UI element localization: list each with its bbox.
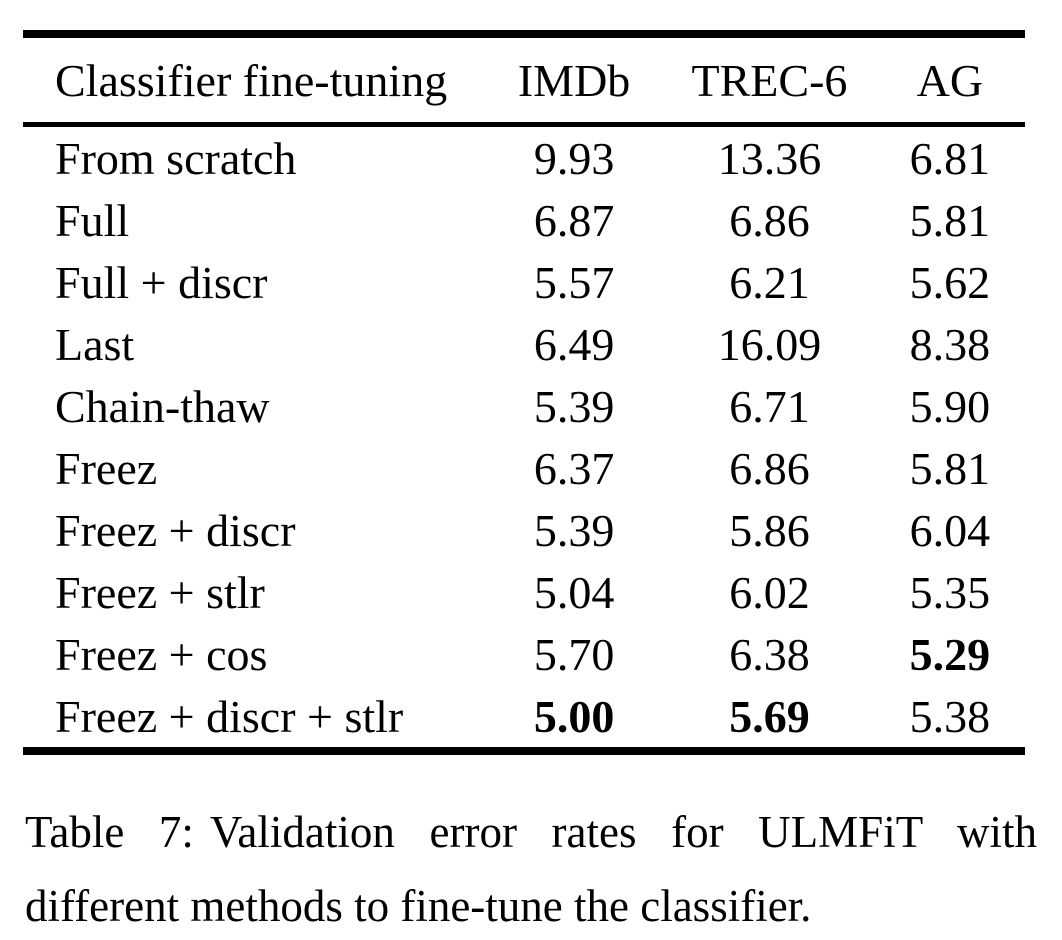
cell-value: 5.69: [729, 690, 810, 742]
column-header-imdb: IMDb: [483, 34, 665, 127]
cell-value: 8.38: [909, 318, 991, 370]
caption-text: Validation error rates for ULMFiT with d…: [25, 807, 1037, 931]
row-label: Freez + discr + stlr: [55, 690, 404, 742]
table-row: From scratch 9.93 13.36 6.81: [23, 125, 1025, 190]
cell-value: 6.87: [533, 194, 615, 246]
results-table: Classifier fine-tuning IMDb TREC-6 AG Fr…: [23, 30, 1025, 755]
row-label: Freez + stlr: [55, 566, 265, 618]
cell-value: 5.62: [909, 256, 991, 308]
cell-value: 5.81: [909, 442, 991, 494]
table-caption: Table 7: Validation error rates for ULMFi…: [25, 795, 1037, 940]
caption-label: Table 7:: [25, 807, 194, 857]
cell-value: 6.21: [729, 256, 810, 308]
cell-value: 16.09: [717, 318, 822, 370]
cell-value: 5.04: [533, 566, 615, 618]
cell-value: 9.93: [533, 132, 615, 184]
table-row: Last 6.49 16.09 8.38: [23, 313, 1025, 375]
cell-value: 6.38: [729, 628, 810, 680]
cell-value: 5.57: [533, 256, 615, 308]
cell-value: 6.71: [729, 380, 810, 432]
row-label: Full + discr: [55, 256, 268, 308]
cell-value: 6.86: [729, 442, 810, 494]
table-header: Classifier fine-tuning IMDb TREC-6 AG: [23, 34, 1025, 127]
cell-value: 6.04: [909, 504, 991, 556]
cell-value: 5.39: [533, 380, 615, 432]
row-label: Freez + cos: [55, 628, 268, 680]
cell-value: 5.29: [909, 628, 991, 680]
cell-value: 6.02: [729, 566, 810, 618]
cell-value: 5.38: [909, 690, 991, 742]
row-label: Full: [55, 194, 130, 246]
row-label: From scratch: [55, 132, 297, 184]
row-label: Freez: [55, 442, 158, 494]
cell-value: 6.49: [533, 318, 615, 370]
column-header-ag: AG: [874, 34, 1025, 127]
table-row: Chain-thaw 5.39 6.71 5.90: [23, 375, 1025, 437]
table-row: Freez 6.37 6.86 5.81: [23, 437, 1025, 499]
cell-value: 5.39: [533, 504, 615, 556]
cell-value: 6.37: [533, 442, 615, 494]
cell-value: 5.70: [533, 628, 615, 680]
cell-value: 5.00: [533, 690, 615, 742]
table-row: Freez + stlr 5.04 6.02 5.35: [23, 561, 1025, 623]
cell-value: 5.81: [909, 194, 991, 246]
cell-value: 6.86: [729, 194, 810, 246]
table-row: Freez + cos 5.70 6.38 5.29: [23, 623, 1025, 685]
row-label: Last: [55, 318, 135, 370]
cell-value: 6.81: [909, 132, 991, 184]
cell-value: 13.36: [717, 132, 822, 184]
cell-value: 5.90: [909, 380, 991, 432]
row-label: Chain-thaw: [55, 380, 270, 432]
cell-value: 5.86: [729, 504, 810, 556]
table-row: Freez + discr + stlr 5.00 5.69 5.38: [23, 685, 1025, 751]
column-header-trec-6: TREC-6: [664, 34, 875, 127]
header-row: Classifier fine-tuning IMDb TREC-6 AG: [23, 34, 1025, 127]
table-row: Full 6.87 6.86 5.81: [23, 189, 1025, 251]
row-label: Freez + discr: [55, 504, 296, 556]
table-row: Freez + discr 5.39 5.86 6.04: [23, 499, 1025, 561]
table-row: Full + discr 5.57 6.21 5.62: [23, 251, 1025, 313]
cell-value: 5.35: [909, 566, 991, 618]
table-body: From scratch 9.93 13.36 6.81 Full 6.87 6…: [23, 125, 1025, 752]
column-header-classifier-fine-tuning: Classifier fine-tuning: [23, 34, 484, 127]
